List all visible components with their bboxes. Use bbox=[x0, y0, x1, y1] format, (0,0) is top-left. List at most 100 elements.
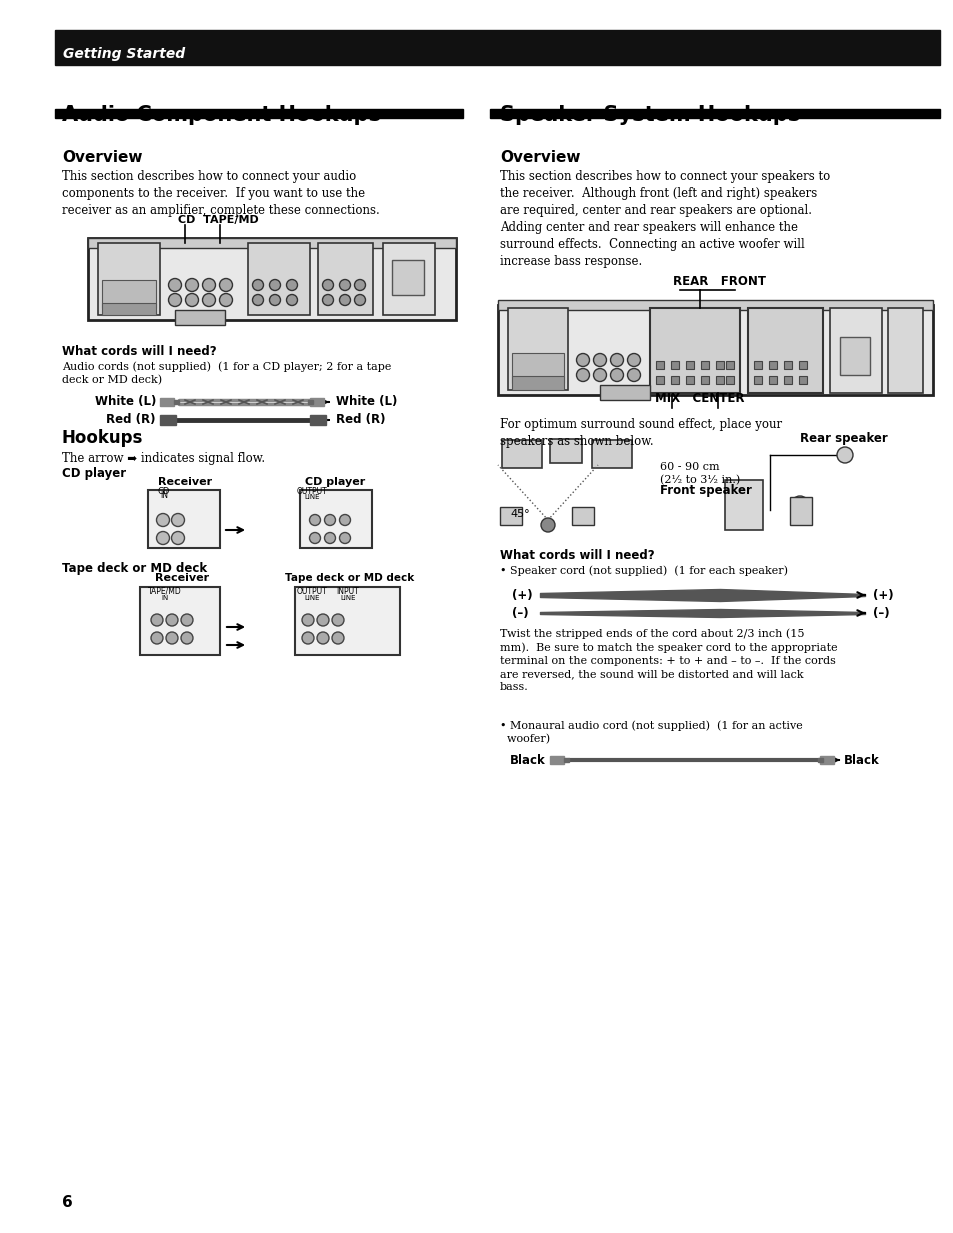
Circle shape bbox=[627, 354, 639, 366]
Circle shape bbox=[185, 279, 198, 291]
Text: LINE: LINE bbox=[340, 596, 355, 600]
Bar bbox=[670, 376, 679, 383]
Circle shape bbox=[339, 295, 350, 306]
Circle shape bbox=[576, 354, 589, 366]
Circle shape bbox=[593, 354, 606, 366]
Circle shape bbox=[322, 280, 334, 291]
Bar bbox=[747, 308, 822, 393]
Bar bbox=[685, 361, 693, 369]
Text: Black: Black bbox=[510, 753, 545, 767]
Bar bbox=[317, 243, 373, 314]
Text: 60 - 90 cm
(2¹⁄₂ to 3¹⁄₂ in.): 60 - 90 cm (2¹⁄₂ to 3¹⁄₂ in.) bbox=[659, 462, 740, 486]
Bar bbox=[753, 376, 761, 383]
Circle shape bbox=[627, 369, 639, 381]
Bar bbox=[768, 376, 776, 383]
Bar bbox=[599, 385, 649, 399]
Text: Front speaker: Front speaker bbox=[659, 485, 751, 497]
Circle shape bbox=[339, 280, 350, 291]
Text: (+): (+) bbox=[512, 588, 532, 602]
Text: • Monaural audio cord (not supplied)  (1 for an active
  woofer): • Monaural audio cord (not supplied) (1 … bbox=[499, 720, 801, 745]
Circle shape bbox=[286, 280, 297, 291]
Bar bbox=[173, 399, 179, 404]
Text: CD: CD bbox=[157, 487, 170, 496]
Circle shape bbox=[309, 514, 320, 525]
Text: Rear speaker: Rear speaker bbox=[800, 432, 887, 445]
Text: MIX   CENTER: MIX CENTER bbox=[655, 392, 744, 404]
Bar bbox=[649, 308, 740, 393]
Bar bbox=[725, 361, 733, 369]
Circle shape bbox=[302, 614, 314, 626]
Bar bbox=[572, 507, 594, 525]
Circle shape bbox=[169, 293, 181, 307]
Text: Tape deck or MD deck: Tape deck or MD deck bbox=[62, 562, 207, 575]
Bar bbox=[507, 308, 567, 390]
Bar bbox=[55, 109, 462, 118]
Circle shape bbox=[610, 369, 623, 381]
Text: Tape deck or MD deck: Tape deck or MD deck bbox=[285, 573, 415, 583]
Circle shape bbox=[790, 496, 808, 514]
Text: OUTPUT: OUTPUT bbox=[296, 487, 327, 496]
Text: CD player: CD player bbox=[62, 467, 126, 480]
Circle shape bbox=[219, 279, 233, 291]
Text: Speaker System Hookups: Speaker System Hookups bbox=[499, 105, 800, 125]
Bar bbox=[148, 490, 220, 547]
Bar bbox=[497, 300, 932, 309]
Text: IN: IN bbox=[161, 596, 169, 600]
Text: 45°: 45° bbox=[510, 509, 529, 519]
Bar bbox=[310, 398, 324, 406]
Text: REAR   FRONT: REAR FRONT bbox=[673, 275, 765, 289]
Text: Receiver: Receiver bbox=[158, 477, 212, 487]
Bar bbox=[685, 376, 693, 383]
Circle shape bbox=[151, 633, 163, 644]
Bar bbox=[829, 308, 882, 393]
Circle shape bbox=[181, 633, 193, 644]
Bar bbox=[98, 243, 160, 314]
Bar bbox=[820, 756, 833, 764]
Bar bbox=[88, 238, 456, 321]
Text: CD  TAPE/MD: CD TAPE/MD bbox=[178, 215, 258, 224]
Circle shape bbox=[316, 633, 329, 644]
Circle shape bbox=[324, 533, 335, 544]
Text: Receiver: Receiver bbox=[154, 573, 209, 583]
Circle shape bbox=[610, 354, 623, 366]
Bar bbox=[140, 587, 220, 655]
Bar bbox=[550, 756, 563, 764]
Bar bbox=[700, 376, 708, 383]
Bar bbox=[716, 376, 723, 383]
Bar bbox=[753, 361, 761, 369]
Bar bbox=[392, 260, 423, 295]
Text: Audio Component Hookups: Audio Component Hookups bbox=[62, 105, 380, 125]
Bar bbox=[160, 398, 173, 406]
Bar bbox=[497, 305, 932, 395]
Bar bbox=[512, 353, 563, 383]
Bar bbox=[512, 376, 563, 390]
Bar bbox=[840, 337, 869, 375]
Bar bbox=[299, 490, 372, 547]
Text: (–): (–) bbox=[872, 607, 889, 619]
Bar bbox=[174, 309, 225, 326]
Circle shape bbox=[324, 514, 335, 525]
Bar bbox=[102, 303, 156, 314]
Bar bbox=[310, 416, 326, 425]
Bar bbox=[55, 30, 939, 65]
Text: Audio cords (not supplied)  (1 for a CD player; 2 for a tape
deck or MD deck): Audio cords (not supplied) (1 for a CD p… bbox=[62, 361, 391, 385]
Text: Twist the stripped ends of the cord about 2/3 inch (15
mm).  Be sure to match th: Twist the stripped ends of the cord abou… bbox=[499, 628, 837, 692]
Text: This section describes how to connect your speakers to
the receiver.  Although f: This section describes how to connect yo… bbox=[499, 170, 829, 268]
Circle shape bbox=[836, 448, 852, 464]
Bar bbox=[887, 308, 923, 393]
Text: INPUT: INPUT bbox=[336, 587, 359, 596]
Bar bbox=[716, 361, 723, 369]
Circle shape bbox=[322, 295, 334, 306]
Bar bbox=[789, 497, 811, 525]
Circle shape bbox=[339, 533, 350, 544]
Bar bbox=[656, 376, 663, 383]
Bar bbox=[656, 361, 663, 369]
Bar bbox=[783, 376, 791, 383]
Bar bbox=[160, 416, 175, 425]
Bar bbox=[294, 587, 399, 655]
Text: White (L): White (L) bbox=[335, 396, 397, 408]
Text: Red (R): Red (R) bbox=[335, 413, 385, 427]
Bar bbox=[817, 758, 822, 762]
Circle shape bbox=[156, 513, 170, 526]
Circle shape bbox=[166, 614, 178, 626]
